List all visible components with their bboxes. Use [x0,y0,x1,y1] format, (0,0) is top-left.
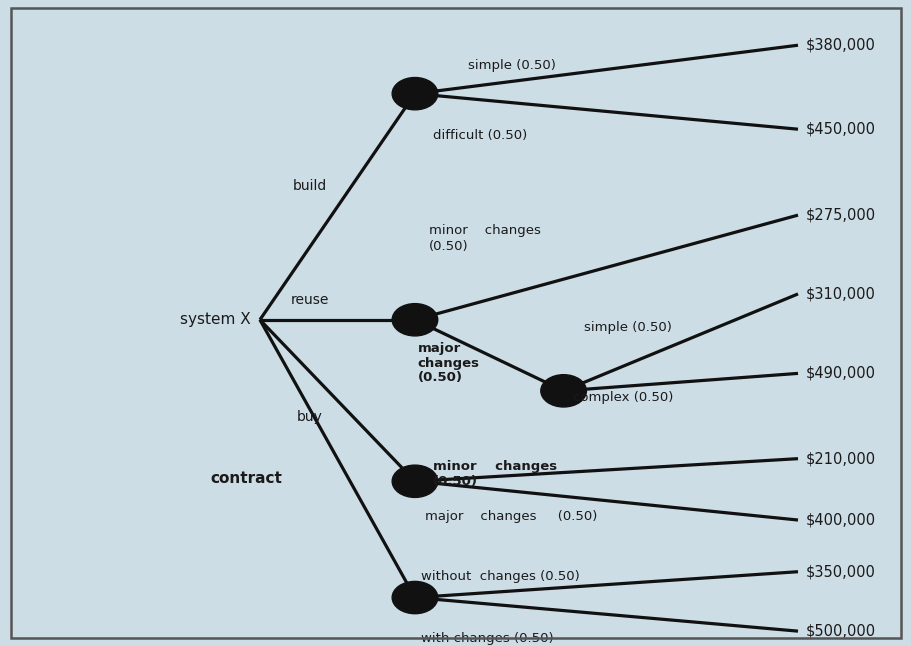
Text: major: major [417,342,460,355]
Text: reuse: reuse [291,293,329,307]
Circle shape [392,304,437,336]
Text: $210,000: $210,000 [804,451,875,466]
Text: changes: changes [417,357,479,370]
Text: without  changes (0.50): without changes (0.50) [421,570,579,583]
Text: $380,000: $380,000 [804,37,875,53]
Text: build: build [292,179,327,193]
Text: (0.50): (0.50) [417,371,462,384]
Text: $350,000: $350,000 [804,564,875,579]
Text: $450,000: $450,000 [804,121,875,137]
Circle shape [392,78,437,110]
Text: $310,000: $310,000 [804,286,875,302]
Text: major    changes     (0.50): major changes (0.50) [425,510,597,523]
Circle shape [392,465,437,497]
Text: system X: system X [179,312,251,328]
Text: with changes (0.50): with changes (0.50) [421,632,553,645]
Text: simple (0.50): simple (0.50) [583,321,670,334]
Text: difficult (0.50): difficult (0.50) [433,129,527,142]
Circle shape [540,375,586,407]
Text: minor    changes: minor changes [428,224,540,237]
Text: $400,000: $400,000 [804,512,875,528]
Text: $490,000: $490,000 [804,366,875,381]
Text: buy: buy [297,410,322,424]
Text: (0.50): (0.50) [428,240,467,253]
Text: minor    changes: minor changes [433,460,557,473]
Circle shape [392,581,437,614]
Text: $275,000: $275,000 [804,207,875,223]
Text: (0.50): (0.50) [433,475,477,488]
Text: $500,000: $500,000 [804,623,875,639]
Text: contract: contract [210,470,281,486]
Text: simple (0.50): simple (0.50) [467,59,555,72]
Text: complex (0.50): complex (0.50) [572,391,672,404]
